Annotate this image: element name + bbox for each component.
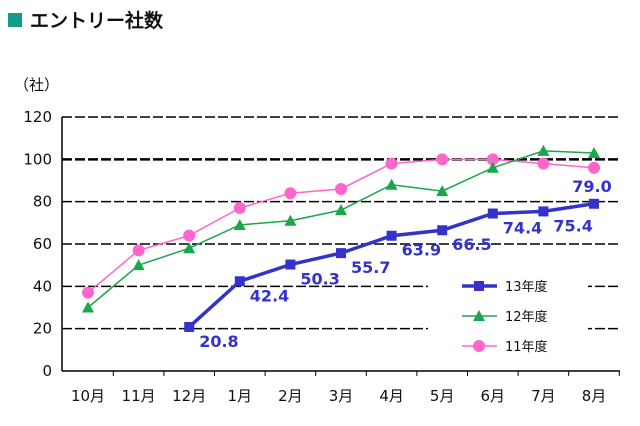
triangle-marker [233, 218, 246, 230]
square-marker [589, 198, 599, 209]
y-tick-label: 40 [33, 277, 52, 295]
circle-marker [335, 182, 347, 195]
x-tick-label: 11月 [122, 387, 156, 405]
square-marker [474, 281, 484, 291]
circle-marker [588, 161, 600, 174]
y-axis-unit: （社） [14, 76, 60, 94]
legend-label: 12年度 [505, 309, 548, 325]
series-12年度 [82, 144, 600, 313]
chart-title-text: エントリー社数 [30, 10, 164, 32]
y-tick-label: 120 [23, 108, 52, 126]
triangle-marker [284, 214, 297, 226]
data-label: 66.5 [452, 235, 491, 254]
square-marker [285, 259, 296, 270]
y-tick-label: 100 [23, 150, 52, 168]
circle-marker [486, 153, 499, 166]
x-tick-label: 3月 [329, 387, 354, 405]
circle-marker [385, 157, 398, 170]
chart-title: エントリー社数 [8, 6, 163, 33]
triangle-marker [537, 144, 550, 156]
square-marker [437, 225, 448, 236]
circle-marker [183, 229, 196, 242]
circle-marker [82, 286, 94, 299]
triangle-marker [385, 178, 398, 190]
x-tick-label: 7月 [531, 387, 556, 405]
x-tick-label: 8月 [582, 387, 607, 405]
x-tick-label: 5月 [430, 387, 455, 405]
y-tick-label: 80 [33, 193, 52, 211]
legend-label: 11年度 [505, 339, 548, 355]
data-label: 42.4 [250, 286, 289, 305]
data-label: 79.0 [572, 177, 611, 196]
circle-marker [436, 153, 449, 166]
triangle-marker [82, 301, 94, 313]
square-marker [184, 321, 195, 332]
legend-box [428, 270, 588, 360]
circle-marker [284, 187, 297, 200]
triangle-marker [132, 259, 145, 271]
triangle-marker [335, 204, 347, 216]
y-tick-label: 60 [33, 235, 52, 253]
square-marker [487, 208, 498, 219]
triangle-marker [473, 310, 485, 321]
triangle-marker [486, 161, 499, 173]
x-tick-label: 10月 [71, 387, 105, 405]
triangle-marker [436, 185, 449, 197]
x-tick-label: 12月 [172, 387, 206, 405]
square-marker [538, 206, 549, 217]
legend: 13年度 12年度 11年度 [428, 270, 588, 360]
series-11年度 [82, 153, 600, 299]
data-label: 74.4 [503, 219, 542, 238]
data-label: 63.9 [402, 241, 441, 260]
square-marker [234, 276, 245, 287]
title-square-icon [8, 12, 22, 27]
y-tick-label: 0 [42, 362, 52, 380]
circle-marker [473, 340, 485, 352]
circle-marker [132, 244, 145, 257]
circle-marker [233, 202, 246, 215]
x-tick-label: 6月 [481, 387, 506, 405]
data-label: 75.4 [553, 216, 592, 235]
square-marker [386, 230, 397, 241]
legend-label: 13年度 [505, 279, 548, 295]
square-marker [336, 248, 346, 259]
x-tick-label: 4月 [379, 387, 404, 405]
series-13年度: 20.8 42.4 50.3 55.7 63.9 66.5 74.4 75.4 79.0 [184, 177, 612, 351]
data-label: 20.8 [199, 332, 238, 351]
data-label: 50.3 [300, 270, 339, 289]
data-label: 55.7 [351, 258, 390, 277]
circle-marker [537, 157, 550, 170]
x-tick-label: 2月 [278, 387, 303, 405]
triangle-marker [183, 242, 196, 254]
x-tick-label: 1月 [228, 387, 253, 405]
triangle-marker [588, 146, 600, 158]
y-tick-label: 20 [33, 320, 52, 338]
